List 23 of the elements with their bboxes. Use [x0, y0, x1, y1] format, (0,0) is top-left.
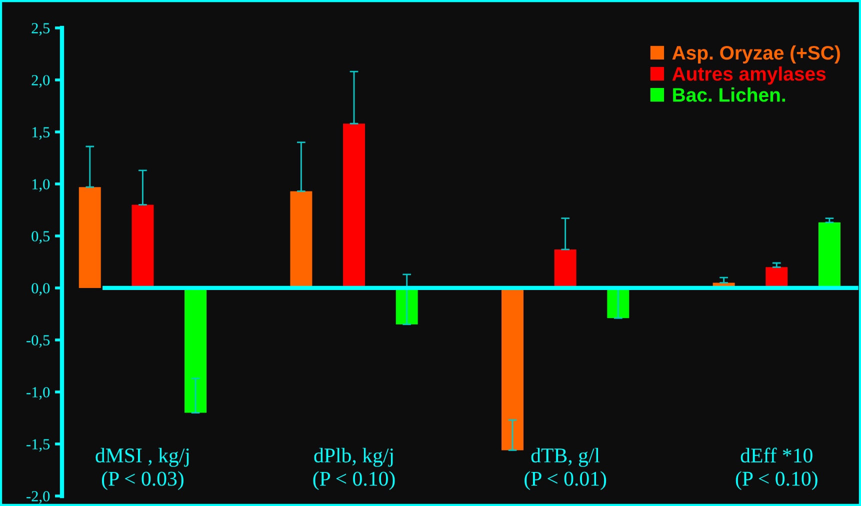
y-tick-label: 1,5: [32, 127, 50, 140]
x-tick-label: dTB, g/l (P < 0.01): [524, 448, 606, 490]
y-tick-label: -2,0: [26, 491, 50, 504]
y-tick-label: 2,5: [32, 23, 50, 36]
bar: [818, 222, 840, 288]
legend-label: Autres amylases: [672, 66, 826, 85]
x-tick-label: dPlb, kg/j (P < 0.10): [313, 448, 395, 490]
legend-label: Asp. Oryzae (+SC): [672, 45, 840, 64]
bar: [343, 124, 366, 288]
bar: [290, 191, 312, 288]
y-tick-label: 1,0: [32, 179, 50, 192]
y-tick-label: -0,5: [26, 335, 50, 348]
bar: [554, 249, 576, 288]
x-tick-label: dEff *10 (P < 0.10): [736, 448, 818, 490]
legend-label: Bac. Lichen.: [673, 88, 786, 102]
bar: [78, 187, 101, 288]
y-tick-label: -1,5: [26, 439, 50, 452]
y-tick-label: -1,0: [26, 387, 50, 400]
bar: [132, 204, 154, 288]
y-tick-label: 0,5: [32, 231, 50, 244]
x-tick-label: dMSI , kg/j (P < 0.03): [96, 448, 189, 490]
y-tick-label: 0,0: [32, 283, 50, 296]
y-tick-label: 2,0: [32, 75, 50, 88]
